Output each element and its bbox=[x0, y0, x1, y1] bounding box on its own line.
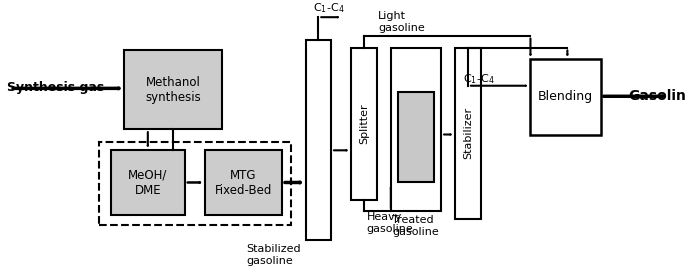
Bar bbox=[351, 48, 377, 200]
Text: MTG
Fixed-Bed: MTG Fixed-Bed bbox=[215, 169, 272, 197]
Bar bbox=[124, 50, 222, 129]
Text: Light
gasoline: Light gasoline bbox=[378, 11, 425, 33]
Bar bbox=[530, 59, 601, 134]
Text: C$_1$-C$_4$: C$_1$-C$_4$ bbox=[313, 1, 345, 15]
Bar bbox=[99, 142, 291, 225]
Text: C$_1$-C$_4$: C$_1$-C$_4$ bbox=[463, 72, 495, 86]
Text: MeOH/
DME: MeOH/ DME bbox=[128, 169, 168, 197]
Text: Synthesis gas: Synthesis gas bbox=[7, 80, 104, 94]
Text: Heavy
gasoline: Heavy gasoline bbox=[366, 212, 414, 234]
Text: Blending: Blending bbox=[538, 90, 593, 104]
Bar bbox=[397, 92, 434, 182]
Bar bbox=[205, 150, 282, 215]
Text: Methanol
synthesis: Methanol synthesis bbox=[145, 76, 201, 104]
Text: Splitter: Splitter bbox=[359, 104, 369, 144]
Bar bbox=[391, 48, 441, 211]
Bar bbox=[111, 150, 185, 215]
Text: Stabilizer: Stabilizer bbox=[463, 107, 473, 159]
Bar bbox=[456, 48, 481, 219]
Text: Treated
gasoline: Treated gasoline bbox=[393, 215, 439, 236]
Text: Gasoline: Gasoline bbox=[627, 89, 685, 103]
Text: Stabilized
gasoline: Stabilized gasoline bbox=[247, 244, 301, 266]
Bar bbox=[306, 40, 331, 240]
